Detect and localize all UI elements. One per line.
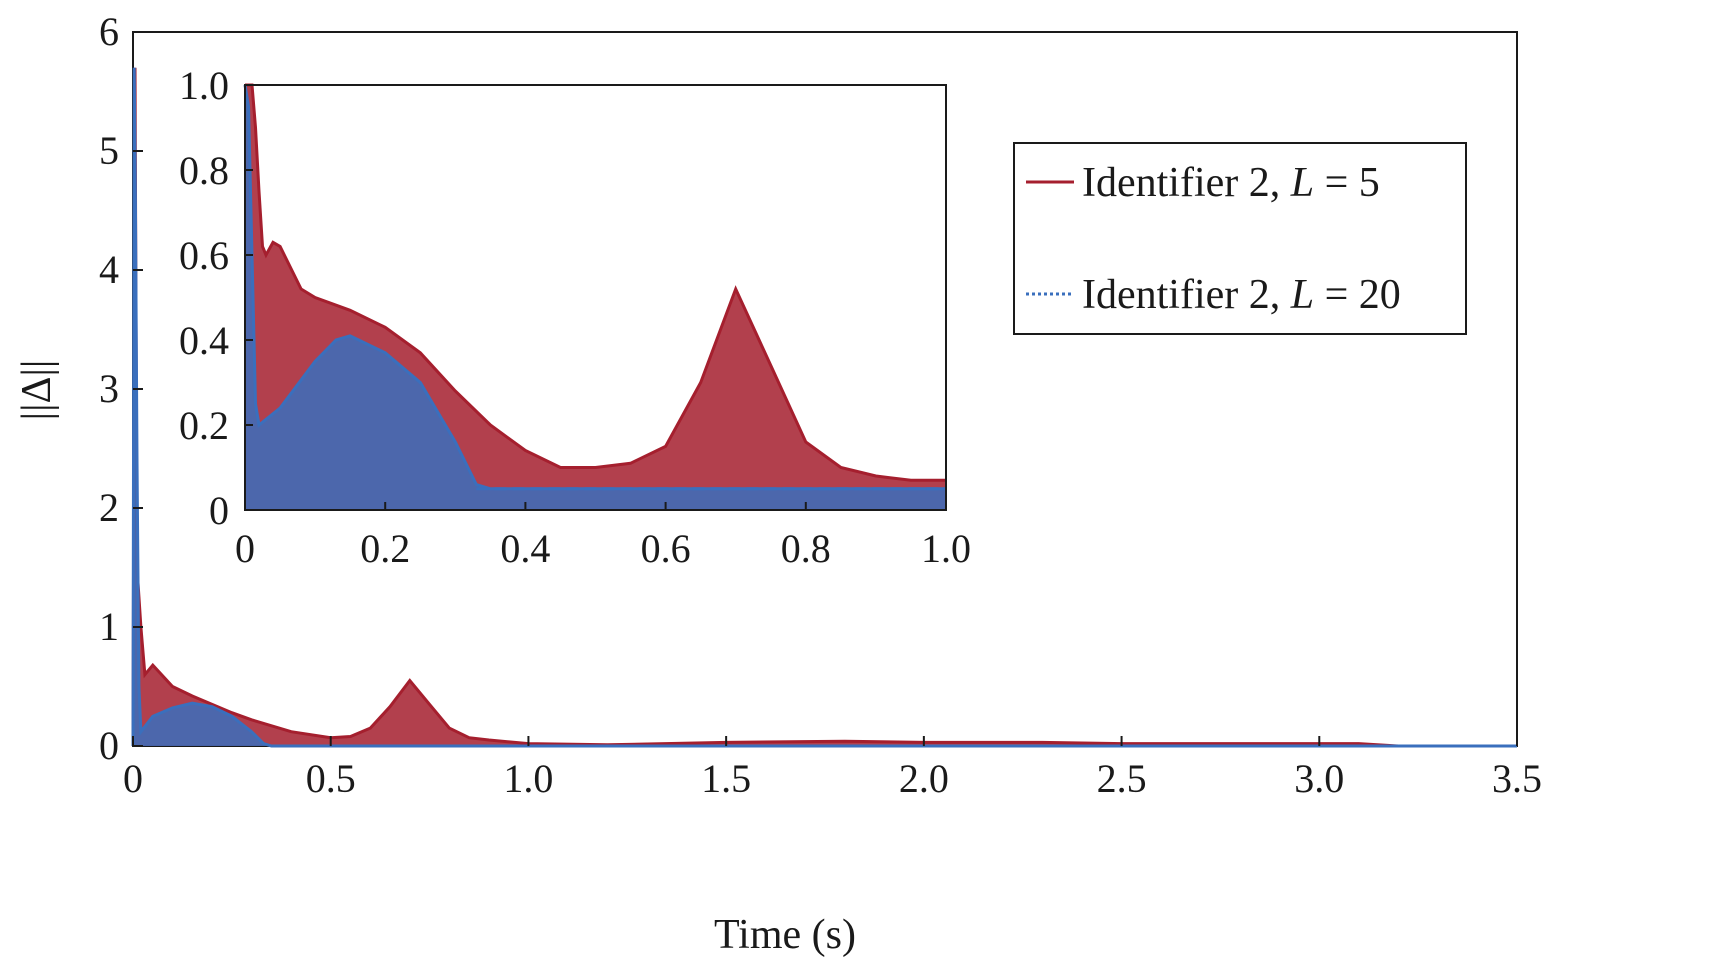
inset-plot: 0 0.2 0.4 0.6 0.8 1.0 0 0.2 0.4 0.6 0.8 1.0 [179,63,971,571]
y-tick-label: 2 [99,485,119,530]
inset-x-tick-label: 0.2 [360,526,410,571]
inset-x-tick-label: 0.4 [500,526,550,571]
inset-y-tick-label: 1.0 [179,63,229,108]
x-tick-label: 3.5 [1492,756,1542,801]
legend-label-prefix: Identifier 2, [1082,272,1291,318]
inset-x-tick-label: 1.0 [921,526,971,571]
y-tick-label: 0 [99,723,119,768]
legend-label-prefix: Identifier 2, [1082,160,1291,206]
legend-label-var: L [1290,272,1314,318]
x-tick-label: 0 [123,756,143,801]
inset-y-tick-label: 0.6 [179,233,229,278]
y-tick-label: 5 [99,128,119,173]
inset-x-tick-label: 0 [235,526,255,571]
legend-label: Identifier 2, L = 20 [1082,272,1401,318]
inset-y-tick-label: 0.8 [179,148,229,193]
inset-y-tick-label: 0.2 [179,403,229,448]
x-tick-label: 1.0 [503,756,553,801]
inset-y-tick-label: 0 [209,488,229,533]
inset-x-tick-label: 0.8 [781,526,831,571]
legend-label-suffix: = 5 [1314,160,1380,206]
y-tick-label: 4 [99,247,119,292]
x-tick-label: 0.5 [306,756,356,801]
y-axis-title: ||Δ|| [14,360,60,421]
x-tick-label: 1.5 [701,756,751,801]
x-axis-title: Time (s) [714,912,856,958]
x-tick-label: 2.0 [899,756,949,801]
x-tick-label: 3.0 [1294,756,1344,801]
legend-label: Identifier 2, L = 5 [1082,160,1380,206]
inset-y-tick-label: 0.4 [179,318,229,363]
y-tick-label: 3 [99,366,119,411]
y-tick-label: 1 [99,604,119,649]
y-tick-label: 6 [99,9,119,54]
legend-label-var: L [1290,160,1314,206]
legend-label-suffix: = 20 [1314,272,1401,318]
x-tick-label: 2.5 [1097,756,1147,801]
inset-x-tick-label: 0.6 [641,526,691,571]
